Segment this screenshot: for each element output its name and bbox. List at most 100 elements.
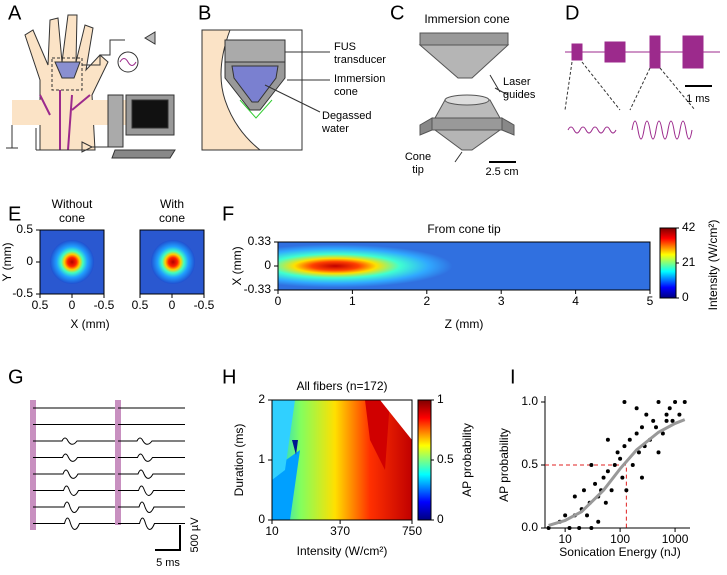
trace <box>118 485 185 496</box>
setup-illustration <box>6 14 176 159</box>
annotation: Immersion cone <box>424 12 510 26</box>
data-point <box>664 418 669 423</box>
colorbar-tick-label: 1 <box>437 392 444 406</box>
x-tick-label: 0 <box>275 294 282 308</box>
trace <box>118 517 185 531</box>
label: With <box>160 197 184 211</box>
data-point <box>639 425 644 430</box>
x-tick-label: 750 <box>402 524 422 538</box>
data-point <box>630 463 635 467</box>
annotation: Cone <box>405 151 431 163</box>
colorbar <box>418 400 431 520</box>
data-point <box>615 450 620 455</box>
y-tick-label: 0.0 <box>521 520 538 534</box>
x-tick-label: 3 <box>498 294 505 308</box>
annotation: cone <box>334 86 358 98</box>
colorbar-tick-label: 21 <box>682 255 696 269</box>
x-tick-label: 1 <box>349 294 356 308</box>
data-point <box>572 494 577 499</box>
x-tick-label: 0 <box>69 298 76 312</box>
chart-title: All fibers (n=172) <box>296 379 387 393</box>
label: cone <box>59 211 85 225</box>
trace-group <box>30 400 185 551</box>
x-tick-label: -0.5 <box>94 298 115 312</box>
data-point <box>603 500 608 505</box>
data-point <box>644 412 649 417</box>
data-point <box>664 412 669 417</box>
axis-label: Duration (ms) <box>232 424 246 497</box>
data-point <box>636 450 641 455</box>
annotation: guides <box>503 89 536 101</box>
data-point <box>620 475 625 480</box>
panel-label: I <box>510 366 516 388</box>
heatmap-image <box>292 440 298 455</box>
data-point <box>605 437 610 442</box>
y-tick-label: 2 <box>258 392 265 406</box>
fit-curve <box>548 418 686 527</box>
panel-label: F <box>222 203 234 225</box>
label: Without <box>52 197 93 211</box>
heatmap-image <box>151 240 195 284</box>
data-point <box>682 400 687 404</box>
axis-label: Y (mm) <box>0 242 14 281</box>
trace <box>118 469 185 479</box>
axis-label: X (mm) <box>70 317 109 331</box>
chart-title: From cone tip <box>427 222 501 236</box>
y-tick-label: 0.5 <box>16 222 33 236</box>
x-tick-label: -0.5 <box>194 298 215 312</box>
x-tick-label: 0.5 <box>132 298 149 312</box>
data-point <box>673 400 678 404</box>
x-tick-label: 370 <box>330 524 350 538</box>
trace <box>118 453 185 462</box>
data-point <box>546 526 551 530</box>
y-tick-label: 0 <box>26 254 33 268</box>
data-point <box>605 469 610 474</box>
panel-label: A <box>8 2 22 24</box>
panel-label: E <box>8 203 21 225</box>
y-tick-label: 0 <box>258 512 265 526</box>
data-point <box>612 463 617 467</box>
heatmap-image <box>365 400 390 470</box>
trace <box>33 453 115 462</box>
data-point <box>670 418 675 423</box>
annotation: Immersion <box>334 73 385 85</box>
data-point <box>567 526 572 530</box>
y-tick-label: 0.5 <box>521 457 538 471</box>
data-point <box>654 425 659 430</box>
data-point <box>634 406 639 411</box>
trace <box>33 437 115 445</box>
axis-label: Z (mm) <box>445 317 484 331</box>
annotation: Laser <box>503 76 531 88</box>
scale-bar-label: 500 µV <box>189 517 201 553</box>
annotation: tip <box>412 164 424 176</box>
data-point <box>593 481 598 486</box>
x-tick-label: 1000 <box>662 532 689 546</box>
x-tick-label: 10 <box>558 532 572 546</box>
data-point <box>585 513 590 518</box>
data-point <box>651 418 656 423</box>
scale-bar-label: 5 ms <box>156 557 180 569</box>
panel-label: B <box>198 2 211 24</box>
data-point <box>677 412 682 417</box>
colorbar-label: AP probability <box>460 423 474 497</box>
annotation: Degassed <box>322 110 372 122</box>
scale-bar-label: 2.5 cm <box>485 166 518 178</box>
x-tick-label: 0.5 <box>32 298 49 312</box>
label: cone <box>159 211 185 225</box>
data-point <box>589 463 594 467</box>
data-point <box>563 513 568 518</box>
trace <box>118 501 185 513</box>
panel-label: C <box>390 2 404 24</box>
data-point <box>622 400 627 404</box>
y-tick-label: 1 <box>258 452 265 466</box>
axis-label: Intensity (W/cm²) <box>297 544 388 558</box>
y-tick-label: -0.5 <box>12 286 33 300</box>
data-point <box>624 488 629 493</box>
colorbar-label: Intensity (W/cm²) <box>706 220 720 311</box>
data-point <box>639 475 644 480</box>
data-point <box>667 406 672 411</box>
annotation: water <box>321 123 349 135</box>
y-tick-label: 0 <box>264 258 271 272</box>
